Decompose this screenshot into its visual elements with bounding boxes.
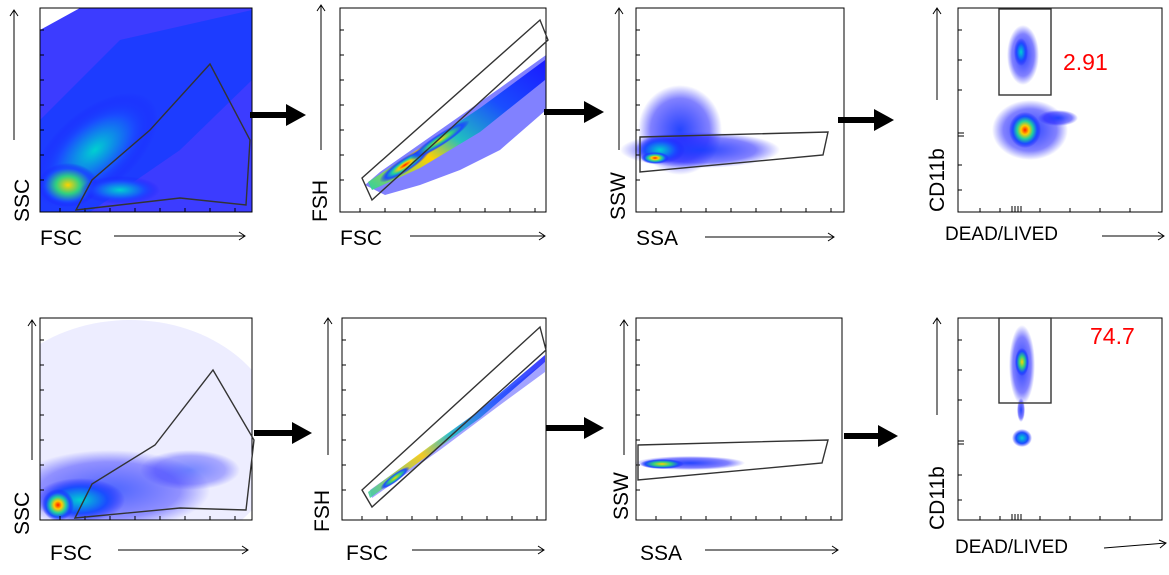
y-axis-label: SSC	[11, 179, 34, 222]
flow-arrow-top-3	[838, 109, 894, 131]
y-ticks	[40, 339, 44, 491]
gate-percentage: 74.7	[1090, 323, 1135, 349]
density-cloud	[1009, 325, 1035, 447]
flow-arrow-bottom-1	[254, 422, 312, 444]
plot-frame	[39, 7, 253, 213]
gate-rectangle	[998, 8, 1052, 96]
gate-polygon	[361, 18, 549, 202]
x-ticks	[655, 208, 832, 212]
x-axis-arrowhead	[238, 231, 246, 241]
density-cloud	[992, 25, 1078, 160]
y-axis-label: CD11b	[926, 466, 949, 530]
plot-frame	[957, 7, 1163, 213]
panel-top-fsc-ssc: FSC SSC	[9, 7, 253, 250]
flow-arrow-top-2	[544, 101, 604, 123]
x-ticks	[979, 206, 1131, 212]
x-axis-arrow	[1103, 542, 1167, 549]
x-axis-label: SSA	[640, 542, 682, 565]
y-ticks	[958, 29, 964, 191]
y-axis-arrowhead	[9, 9, 19, 17]
gate-polygon	[361, 325, 547, 509]
gate-polygon	[74, 62, 251, 211]
plot-frame	[39, 317, 253, 521]
y-axis-label: SSW	[610, 472, 633, 520]
x-ticks	[59, 516, 236, 520]
plot-frame	[957, 317, 1163, 521]
panel-bottom-ssa-ssw: SSA SSW	[610, 317, 843, 565]
x-axis-arrowhead	[1158, 539, 1167, 549]
gate-rectangle	[998, 317, 1052, 404]
y-ticks	[40, 29, 44, 181]
x-axis-arrowhead	[538, 231, 546, 241]
density-cloud	[368, 355, 545, 498]
x-axis-label: SSA	[636, 227, 678, 250]
gate-percentage: 2.91	[1063, 49, 1108, 75]
y-axis-label: CD11b	[926, 148, 949, 212]
panel-bottom-fsc-fsh: FSC FSH	[311, 317, 547, 565]
x-ticks	[59, 208, 236, 212]
y-axis-arrowhead	[316, 4, 326, 12]
y-axis-arrowhead	[323, 317, 333, 325]
x-axis-arrowhead	[1157, 231, 1165, 241]
x-axis-label: DEAD/LIVED	[955, 537, 1068, 558]
panel-top-ssa-ssw: SSA SSW	[607, 7, 845, 250]
x-axis-arrowhead	[241, 545, 249, 555]
y-axis-label: FSH	[311, 490, 334, 532]
y-ticks	[958, 339, 964, 501]
x-ticks	[359, 208, 536, 212]
x-axis-arrowhead	[537, 545, 545, 555]
y-axis-arrowhead	[932, 7, 942, 15]
x-ticks	[655, 516, 832, 520]
panel-top-live-cd11b: 2.91 DEAD/LIVED CD11b	[926, 7, 1165, 245]
x-axis-arrowhead	[831, 545, 839, 555]
gate-polygon	[73, 368, 255, 519]
gate-polygon	[637, 439, 829, 481]
y-axis-label: SSC	[11, 492, 34, 535]
y-axis-label: FSH	[309, 180, 332, 222]
plot-frame	[635, 317, 843, 521]
y-axis-arrowhead	[27, 319, 37, 327]
density-cloud	[40, 8, 252, 212]
density-cloud	[40, 320, 252, 520]
x-axis-arrowhead	[827, 232, 835, 242]
panel-bottom-live-cd11b: 74.7 DEAD/LIVED CD11b	[926, 317, 1167, 558]
flow-arrow-bottom-3	[844, 425, 898, 447]
plot-frame	[341, 317, 547, 521]
y-axis-arrowhead	[614, 7, 624, 15]
y-axis-arrowhead	[619, 319, 629, 327]
flow-arrow-top-1	[250, 104, 306, 126]
flow-arrow-bottom-2	[546, 417, 604, 439]
y-axis-arrowhead	[932, 317, 942, 325]
gate-polygon	[639, 131, 829, 173]
y-ticks	[636, 339, 640, 491]
x-axis-label: DEAD/LIVED	[945, 224, 1058, 245]
density-cloud	[620, 85, 780, 175]
density-cloud	[635, 456, 745, 470]
panel-bottom-fsc-ssc: FSC SSC	[11, 317, 255, 565]
panel-top-fsc-fsh: FSC FSH	[309, 4, 549, 250]
x-axis-label: FSC	[40, 227, 82, 250]
x-axis-label: FSC	[50, 542, 92, 565]
y-ticks	[342, 339, 346, 491]
y-ticks	[340, 29, 344, 181]
y-axis-label: SSW	[607, 172, 630, 220]
x-ticks	[979, 514, 1131, 520]
x-axis-label: FSC	[340, 227, 382, 250]
plot-frame	[635, 7, 845, 213]
x-ticks	[361, 516, 538, 520]
x-axis-label: FSC	[346, 542, 388, 565]
